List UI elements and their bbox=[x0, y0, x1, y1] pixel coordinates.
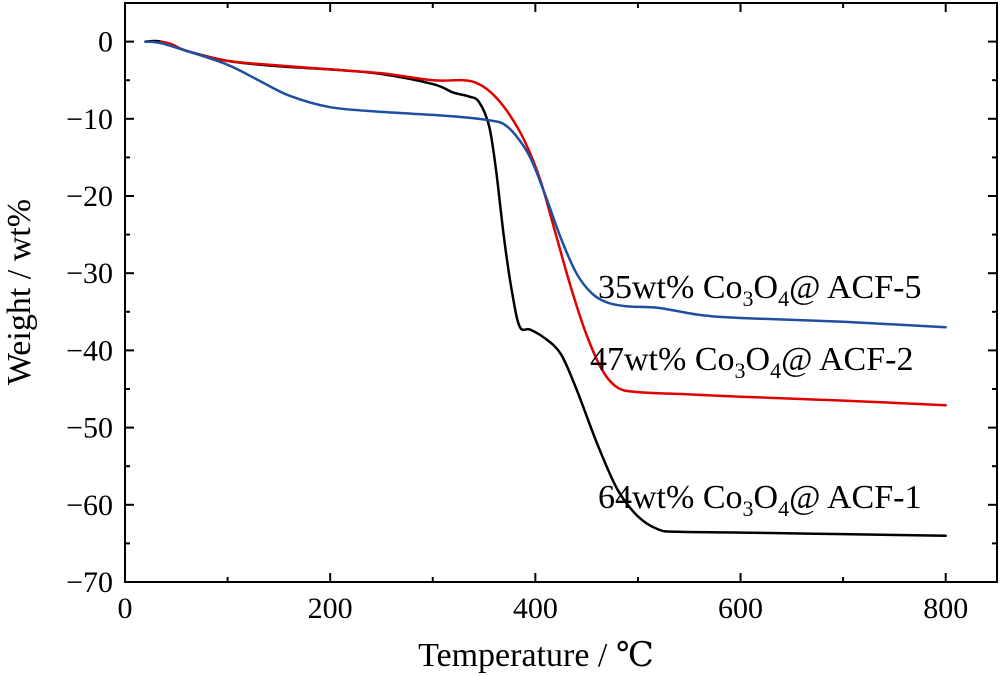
x-tick-label: 400 bbox=[513, 592, 558, 625]
annotation-acf2: 47wt% Co3O4@ ACF-2 bbox=[590, 341, 913, 383]
series-line-1 bbox=[159, 40, 947, 407]
x-tick-label: 0 bbox=[118, 592, 133, 625]
y-tick-label: −40 bbox=[66, 334, 113, 367]
y-tick-label: −10 bbox=[66, 103, 113, 136]
x-tick-label: 800 bbox=[923, 592, 968, 625]
annotation-acf5: 35wt% Co3O4@ ACF-5 bbox=[598, 269, 921, 311]
y-tick-label: −30 bbox=[66, 257, 113, 290]
x-tick-label: 600 bbox=[718, 592, 763, 625]
y-axis-title: Weight / wt% bbox=[1, 199, 38, 385]
x-tick-label: 200 bbox=[308, 592, 353, 625]
y-tick-label: −60 bbox=[66, 489, 113, 522]
axis-ticks bbox=[124, 3, 997, 583]
y-tick-label: 0 bbox=[98, 26, 113, 59]
series-layer bbox=[144, 39, 947, 537]
y-tick-label: −70 bbox=[66, 566, 113, 599]
annotation-acf1: 64wt% Co3O4@ ACF-1 bbox=[598, 479, 921, 521]
plot-frame bbox=[124, 2, 998, 583]
y-tick-label: −50 bbox=[66, 412, 113, 445]
series-line-2 bbox=[144, 40, 947, 329]
tick-labels: 0 200 400 600 800 0 −10 −20 −30 −40 −50 −60 −70 bbox=[66, 26, 968, 625]
x-axis-title: Temperature / ℃ bbox=[418, 637, 654, 674]
y-tick-label: −20 bbox=[66, 180, 113, 213]
